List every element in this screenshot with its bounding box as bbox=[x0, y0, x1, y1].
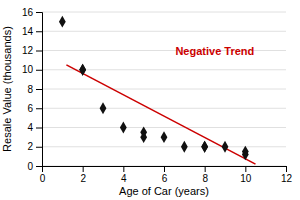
tick: 4 bbox=[121, 166, 127, 184]
grid-line bbox=[42, 127, 286, 128]
point bbox=[59, 16, 66, 28]
trend-line bbox=[66, 65, 255, 164]
tick-label: 0 bbox=[27, 161, 33, 172]
grid-line bbox=[42, 12, 286, 13]
tick-mark bbox=[36, 166, 42, 167]
chart: 0 2 4 6 8 10 12 0 2 4 6 8 10 12 14 16 Age of Car (years)… bbox=[0, 0, 300, 200]
point bbox=[161, 131, 168, 143]
axis-line bbox=[36, 13, 43, 167]
point bbox=[140, 131, 147, 143]
y-axis: 0 2 4 6 8 10 12 14 16 bbox=[22, 7, 43, 172]
x-axis-label: Age of Car (years) bbox=[119, 185, 209, 197]
tick-label: 6 bbox=[27, 103, 33, 114]
tick: 2 bbox=[27, 141, 42, 152]
tick-mark bbox=[83, 166, 84, 172]
y-axis-label: Resale Value (thousands) bbox=[1, 26, 13, 152]
tick-mark bbox=[36, 70, 42, 71]
tick-label: 10 bbox=[22, 64, 34, 75]
tick: 2 bbox=[80, 166, 86, 184]
tick: 6 bbox=[27, 103, 42, 114]
tick-mark bbox=[245, 166, 246, 172]
tick-label: 2 bbox=[27, 141, 33, 152]
point bbox=[120, 122, 127, 134]
axis-line bbox=[43, 167, 287, 173]
annotation: Negative Trend bbox=[175, 45, 254, 57]
x-axis: 0 2 4 6 8 10 12 bbox=[40, 166, 293, 184]
tick: 6 bbox=[162, 166, 168, 184]
grid-line bbox=[42, 146, 286, 147]
tick-mark bbox=[36, 128, 42, 129]
tick: 16 bbox=[22, 7, 42, 18]
tick-label: 4 bbox=[27, 122, 33, 133]
tick-mark bbox=[36, 89, 42, 90]
tick-mark bbox=[36, 51, 42, 52]
tick: 8 bbox=[27, 84, 42, 95]
grid-line bbox=[42, 108, 286, 109]
tick-mark bbox=[286, 166, 287, 172]
tick-mark bbox=[36, 147, 42, 148]
tick: 14 bbox=[22, 26, 42, 37]
tick: 0 bbox=[40, 166, 46, 184]
point bbox=[222, 141, 229, 153]
tick-label: 14 bbox=[22, 26, 34, 37]
grid-line bbox=[42, 69, 286, 70]
tick: 8 bbox=[202, 166, 208, 184]
tick-mark bbox=[36, 108, 42, 109]
tick: 10 bbox=[22, 64, 42, 75]
tick-label: 12 bbox=[281, 173, 293, 184]
tick-label: 8 bbox=[27, 84, 33, 95]
tick-mark bbox=[36, 12, 42, 13]
tick-label: 6 bbox=[162, 173, 168, 184]
tick-label: 0 bbox=[40, 173, 46, 184]
point bbox=[79, 64, 86, 76]
tick: 12 bbox=[22, 45, 42, 56]
tick-label: 4 bbox=[121, 173, 127, 184]
grid-line bbox=[42, 31, 286, 32]
tick-mark bbox=[123, 166, 124, 172]
tick-label: 12 bbox=[22, 45, 34, 56]
tick-label: 2 bbox=[80, 173, 86, 184]
tick: 12 bbox=[281, 166, 293, 184]
point bbox=[242, 149, 249, 161]
tick-mark bbox=[205, 166, 206, 172]
tick-mark bbox=[164, 166, 165, 172]
point bbox=[201, 141, 208, 153]
tick-label: 8 bbox=[202, 173, 208, 184]
tick-mark bbox=[36, 31, 42, 32]
tick: 0 bbox=[27, 161, 42, 172]
point bbox=[79, 64, 86, 76]
tick-label: 10 bbox=[240, 173, 252, 184]
tick-label: 16 bbox=[22, 7, 34, 18]
plot-area bbox=[59, 16, 256, 164]
tick: 4 bbox=[27, 122, 42, 133]
point bbox=[201, 141, 208, 153]
tick: 10 bbox=[240, 166, 252, 184]
grid-line bbox=[42, 89, 286, 90]
point bbox=[100, 102, 107, 114]
point bbox=[181, 141, 188, 153]
grid bbox=[42, 12, 286, 166]
